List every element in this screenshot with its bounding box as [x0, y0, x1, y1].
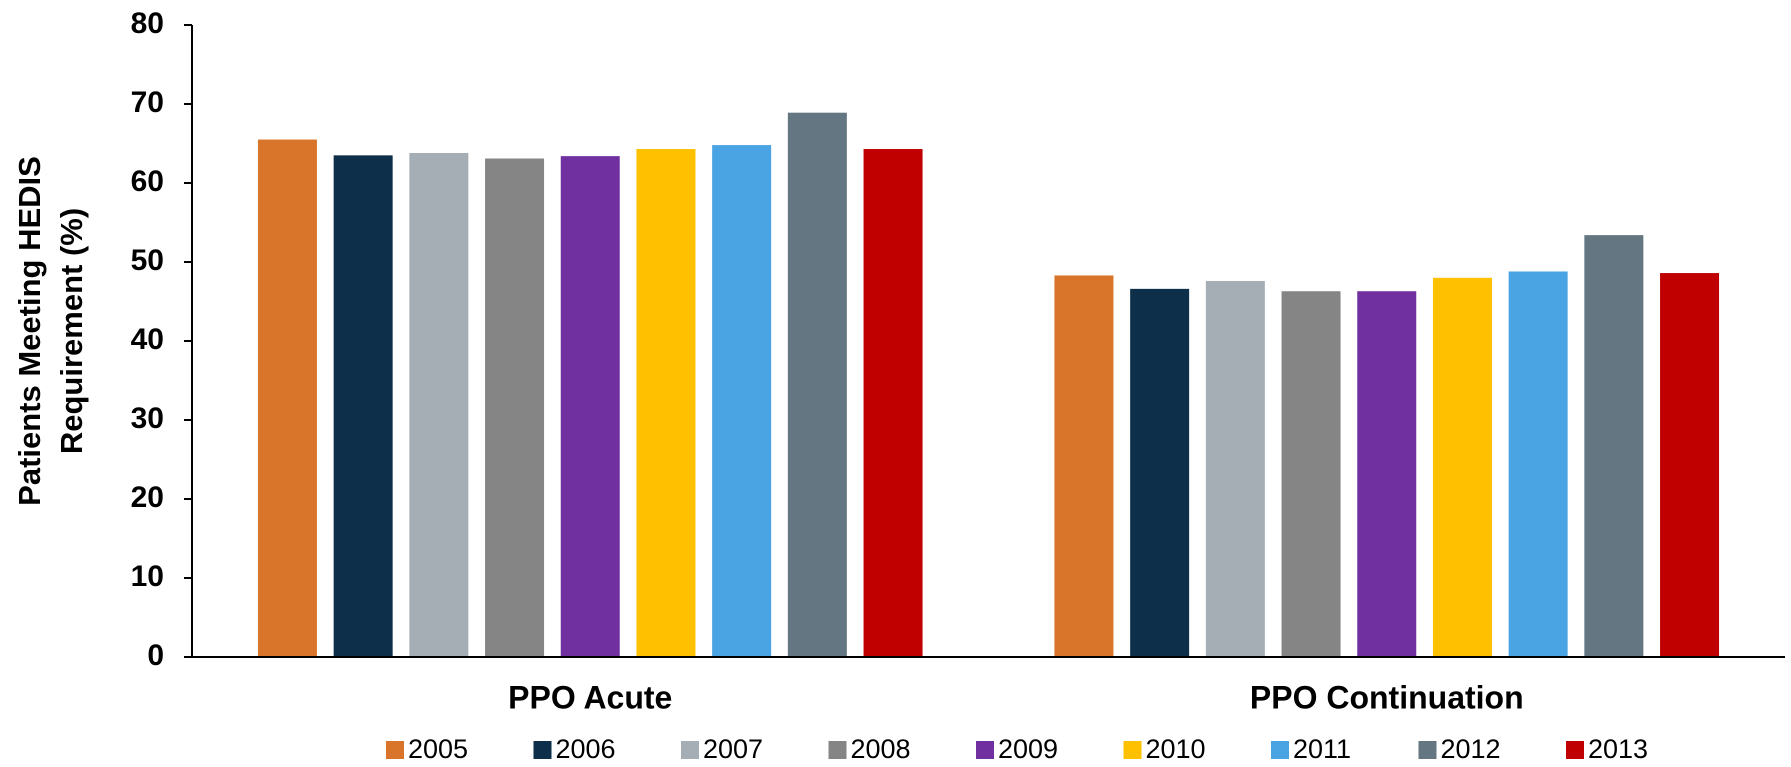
bar	[560, 156, 620, 657]
bar	[1205, 280, 1265, 657]
y-tick-label: 40	[131, 323, 164, 356]
y-axis-title-line: Patients Meeting HEDIS	[12, 156, 47, 506]
y-axis-title: Patients Meeting HEDIS Requirement (%)	[12, 156, 89, 506]
bar	[1508, 271, 1568, 657]
bar	[1054, 275, 1114, 657]
bar	[863, 149, 923, 657]
legend-swatch	[533, 741, 552, 759]
y-tick-label: 80	[131, 7, 164, 40]
legend-label: 2011	[1293, 734, 1351, 764]
legend-swatch	[1566, 741, 1584, 759]
legend-swatch	[1123, 741, 1142, 759]
legend-swatch	[1418, 741, 1437, 759]
x-tick-label: PPO Acute	[508, 679, 672, 715]
y-tick-label: 60	[131, 165, 164, 198]
bar	[409, 152, 469, 658]
bar	[1660, 273, 1720, 657]
legend-swatch	[828, 741, 847, 759]
y-tick-label: 0	[147, 639, 164, 672]
y-tick-label: 70	[131, 86, 164, 119]
legend-label: 2010	[1146, 734, 1206, 764]
bar	[636, 149, 696, 657]
bar	[1130, 288, 1190, 657]
legend-label: 2006	[556, 734, 616, 764]
legend-label: 2012	[1441, 734, 1501, 764]
legend-swatch	[681, 741, 699, 759]
y-tick-label: 30	[131, 402, 164, 435]
bar	[1281, 291, 1341, 657]
bar	[712, 145, 772, 657]
bar	[333, 155, 393, 657]
bar	[1584, 235, 1644, 657]
legend-label: 2007	[703, 734, 763, 764]
legend-label: 2008	[851, 734, 911, 764]
y-axis-title-line: Requirement (%)	[54, 208, 89, 454]
y-tick-label: 20	[131, 481, 164, 514]
bar	[787, 112, 847, 657]
legend-swatch	[386, 741, 404, 759]
legend-label: 2013	[1588, 734, 1648, 764]
x-tick-label: PPO Continuation	[1250, 679, 1524, 715]
bar	[485, 158, 545, 657]
y-tick-label: 50	[131, 244, 164, 277]
legend-label: 2009	[998, 734, 1058, 764]
bar	[1357, 291, 1417, 657]
bar	[257, 139, 317, 658]
legend-swatch	[1271, 741, 1289, 759]
y-tick-label: 10	[131, 560, 164, 593]
legend-label: 2005	[408, 734, 468, 764]
legend-swatch	[976, 741, 994, 759]
bar	[1432, 277, 1492, 657]
